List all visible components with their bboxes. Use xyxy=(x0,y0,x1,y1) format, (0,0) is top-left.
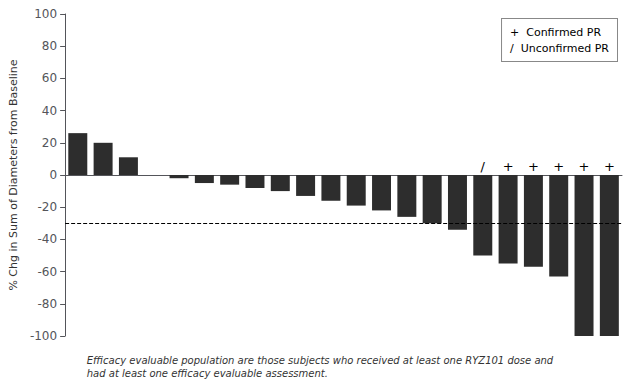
svg-text:-60: -60 xyxy=(38,265,58,279)
svg-text:100: 100 xyxy=(34,7,57,21)
svg-text:80: 80 xyxy=(42,39,57,53)
svg-text:-40: -40 xyxy=(38,232,58,246)
svg-text:+: + xyxy=(553,159,564,174)
svg-text:-20: -20 xyxy=(38,200,58,214)
svg-text:0: 0 xyxy=(49,168,57,182)
svg-text:-80: -80 xyxy=(38,297,58,311)
svg-text:-100: -100 xyxy=(30,329,57,343)
svg-text:/ Unconfirmed PR: / Unconfirmed PR xyxy=(510,42,609,55)
svg-text:/: / xyxy=(481,159,486,174)
svg-text:60: 60 xyxy=(42,71,57,85)
svg-text:% Chg in Sum of Diameters from: % Chg in Sum of Diameters from Baseline xyxy=(7,59,20,290)
svg-text:+: + xyxy=(528,159,539,174)
svg-text:Efficacy evaluable population: Efficacy evaluable population are those … xyxy=(87,355,554,366)
svg-text:+: + xyxy=(503,159,514,174)
svg-text:40: 40 xyxy=(42,104,57,118)
svg-text:+: + xyxy=(604,159,615,174)
svg-text:+: + xyxy=(579,159,590,174)
svg-text:had at least one efficacy eval: had at least one efficacy evaluable asse… xyxy=(87,368,328,379)
svg-text:20: 20 xyxy=(42,136,57,150)
svg-text:+ Confirmed PR: + Confirmed PR xyxy=(510,26,601,39)
